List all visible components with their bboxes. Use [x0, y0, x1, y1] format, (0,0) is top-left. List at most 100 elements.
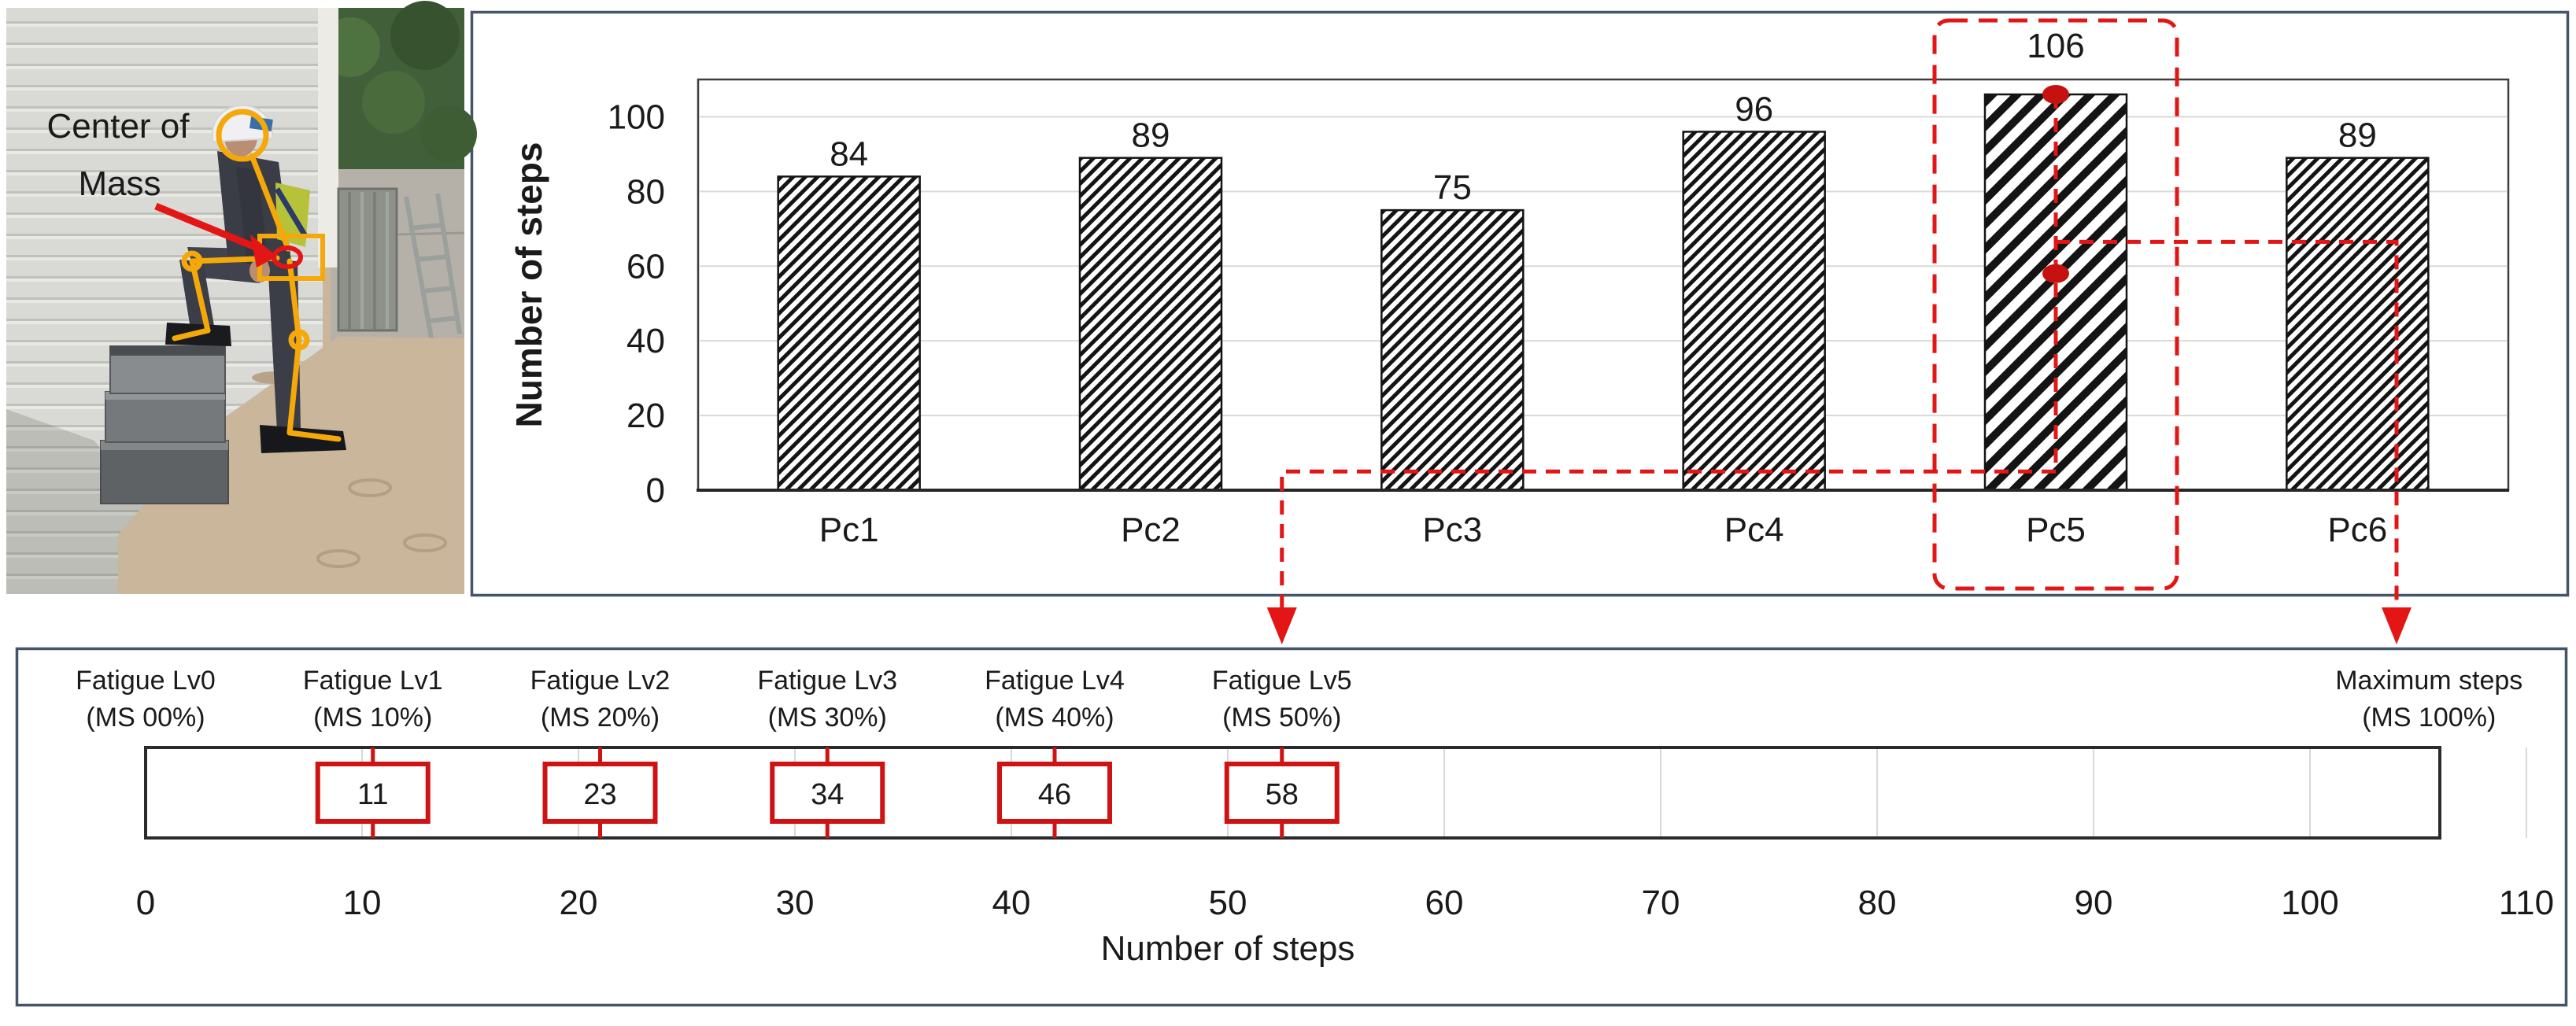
value-label-Pc4: 96	[1735, 90, 1773, 128]
y-tick-40: 40	[626, 322, 665, 360]
step-boxes	[100, 345, 229, 504]
scale-tick-30: 30	[776, 884, 815, 922]
bar-chart-value-labels: 84 89 75 96 106 89	[830, 27, 2377, 207]
bar-Pc4	[1682, 131, 1826, 492]
scale-tick-110: 110	[2499, 884, 2554, 922]
scale-x-axis-title: Number of steps	[1101, 929, 1355, 968]
fatigue-level-label-0: Fatigue Lv0	[76, 666, 216, 696]
center-of-mass-arrow-line	[154, 202, 264, 254]
marker-dot-58	[2042, 264, 2069, 283]
scale-bar-outline	[144, 746, 2441, 840]
center-of-mass-label-line1: Center of	[47, 107, 190, 146]
bar-chart-category-labels: Pc1 Pc2 Pc3 Pc4 Pc5 Pc6	[819, 511, 2387, 549]
level-box-value-4: 46	[1038, 778, 1071, 811]
skeleton-shin	[189, 258, 211, 334]
scale-tick-70: 70	[1642, 884, 1680, 922]
level-box-1	[315, 762, 431, 824]
max-steps-label: Maximum steps	[2335, 666, 2522, 696]
fatigue-level-sublabel-3: (MS 30%)	[768, 703, 887, 733]
level-box-value-2: 23	[583, 778, 616, 811]
skeleton-overlay	[172, 109, 342, 442]
bar-Pc1	[777, 175, 921, 492]
scale-tick-10: 10	[343, 884, 382, 922]
bar-Pc3	[1380, 209, 1525, 492]
y-tick-60: 60	[626, 247, 665, 286]
sandy-ground	[118, 337, 464, 594]
bar-chart-y-axis-title: Number of steps	[508, 142, 549, 428]
level-box-5	[1224, 762, 1340, 824]
value-label-Pc5: 106	[2027, 27, 2084, 65]
highlight-dashed-box-pc5	[1932, 18, 2179, 591]
fatigue-level-sublabel-1: (MS 10%)	[313, 703, 432, 733]
ladder	[404, 193, 462, 339]
standing-shoe	[260, 425, 346, 453]
y-tick-100: 100	[608, 98, 665, 136]
scale-tick-20: 20	[560, 884, 598, 922]
center-of-mass-arrowhead	[250, 234, 277, 268]
level-box-3	[770, 762, 885, 824]
fatigue-level-label-5: Fatigue Lv5	[1212, 666, 1352, 696]
fatigue-level-sublabel-4: (MS 40%)	[995, 703, 1114, 733]
scale-tick-0: 0	[136, 884, 155, 922]
category-label-Pc5: Pc5	[2026, 511, 2086, 549]
category-label-Pc2: Pc2	[1121, 511, 1181, 549]
y-tick-20: 20	[626, 397, 665, 435]
scale-level-labels: Fatigue Lv0 (MS 00%) Fatigue Lv1 (MS 10%) Fa…	[76, 666, 2522, 733]
y-tick-80: 80	[626, 172, 665, 211]
bar-chart-gridlines	[700, 116, 2507, 417]
skeleton-head-circle	[216, 109, 269, 162]
bottom-scale-panel	[15, 647, 2568, 1007]
harness-strap	[274, 187, 309, 238]
level-box-value-5: 58	[1266, 778, 1299, 811]
skeleton-foot-2	[286, 430, 342, 442]
value-label-Pc1: 84	[830, 135, 868, 173]
bar-chart-y-tick-labels: 0 20 40 60 80 100	[608, 98, 665, 510]
fatigue-level-label-4: Fatigue Lv4	[985, 666, 1125, 696]
level-box-value-1: 11	[357, 778, 388, 811]
fatigue-level-sublabel-0: (MS 00%)	[86, 703, 205, 733]
value-label-Pc6: 89	[2338, 116, 2377, 155]
y-tick-0: 0	[646, 471, 665, 510]
category-label-Pc3: Pc3	[1422, 511, 1482, 549]
max-steps-sublabel: (MS 100%)	[2362, 703, 2496, 733]
scale-bar	[144, 746, 2441, 840]
paver-ring	[316, 549, 360, 568]
down-arrowhead-0	[1266, 607, 1297, 644]
fatigue-level-label-2: Fatigue Lv2	[530, 666, 671, 696]
scale-level-boxes: 11 23 34 46 58	[315, 747, 1340, 838]
scale-tick-80: 80	[1858, 884, 1897, 922]
value-label-Pc2: 89	[1132, 116, 1170, 155]
scale-tick-100: 100	[2281, 884, 2338, 922]
level-box-value-3: 34	[811, 778, 844, 811]
worker-photo: Center of Mass	[6, 1, 477, 594]
foliage-blob	[390, 1, 460, 70]
fatigue-level-label-1: Fatigue Lv1	[303, 666, 443, 696]
skeleton-thigh-2	[286, 258, 302, 343]
metal-door	[337, 187, 398, 332]
value-label-Pc3: 75	[1433, 168, 1472, 207]
scale-tick-50: 50	[1209, 884, 1247, 922]
category-label-Pc6: Pc6	[2327, 511, 2387, 549]
category-label-Pc4: Pc4	[1724, 511, 1784, 549]
corner-trim	[318, 8, 338, 268]
skeleton-foot	[172, 327, 211, 341]
skeleton-shin-2	[286, 337, 302, 436]
scale-tick-90: 90	[2075, 884, 2113, 922]
connector-to-max-steps	[2056, 239, 2399, 609]
scale-tick-labels: 0 10 20 30 40 50 60 70 80 90 100 110	[136, 884, 2554, 922]
skeleton-spine	[249, 153, 291, 252]
level-box-4	[997, 762, 1112, 824]
level-box-2	[542, 762, 658, 824]
paver-ring	[403, 533, 447, 552]
category-label-Pc1: Pc1	[819, 511, 879, 549]
scale-tick-40: 40	[992, 884, 1031, 922]
bar-chart-bars	[777, 93, 2430, 492]
paver-ring	[348, 478, 392, 497]
marker-dot-106	[2042, 84, 2069, 104]
center-of-mass-label-line2: Mass	[78, 164, 161, 203]
photo-background	[6, 1, 477, 594]
scale-tick-60: 60	[1425, 884, 1464, 922]
bar-Pc2	[1078, 157, 1223, 492]
